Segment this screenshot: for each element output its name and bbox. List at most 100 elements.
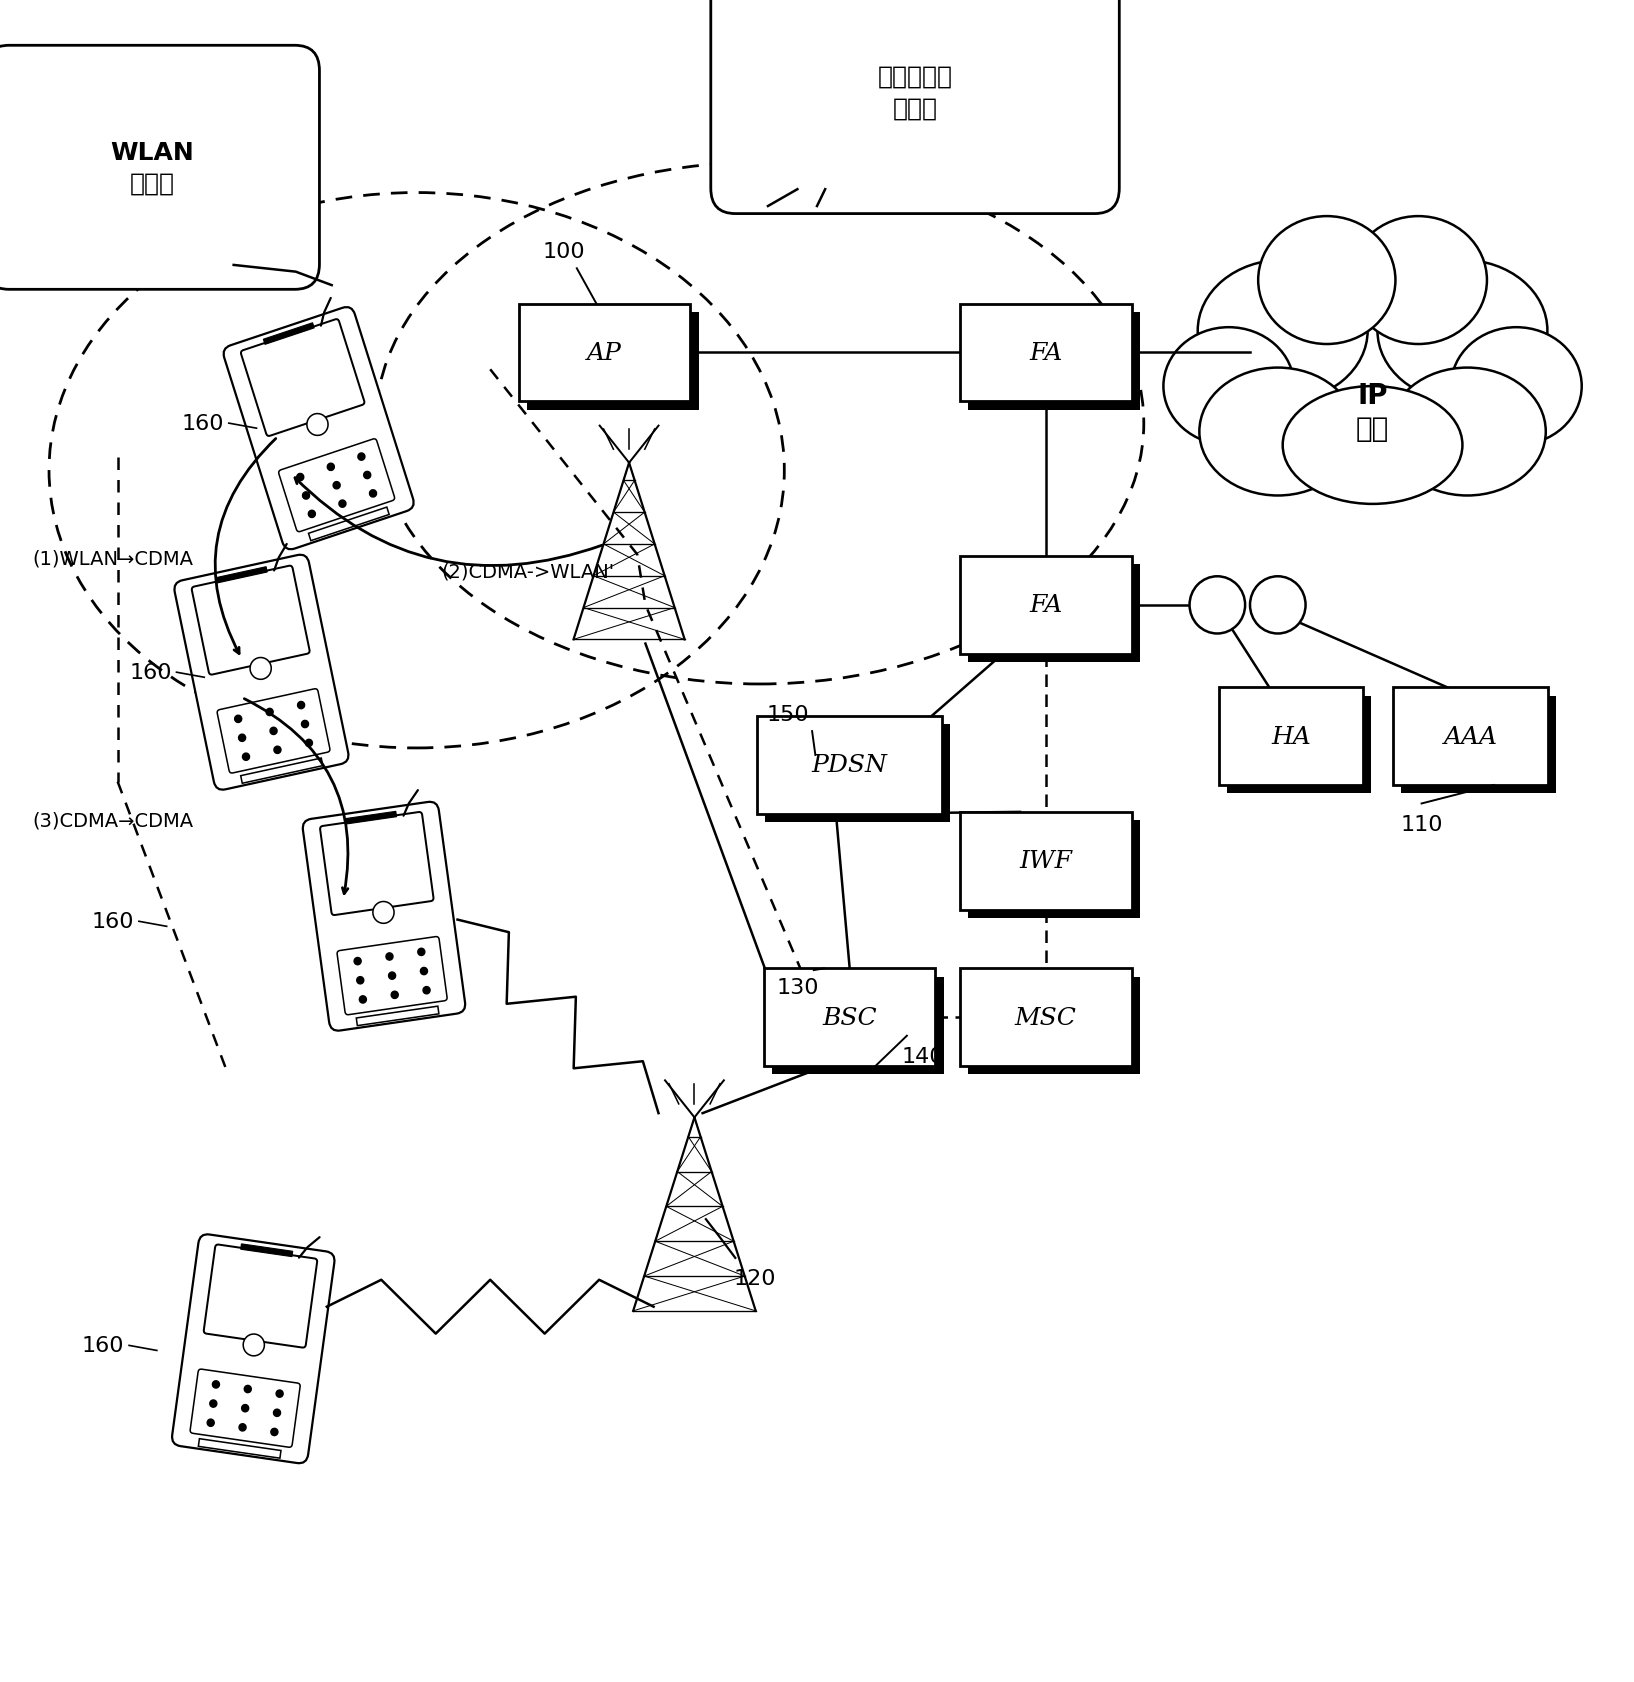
- Ellipse shape: [1283, 387, 1462, 505]
- FancyBboxPatch shape: [959, 812, 1131, 910]
- FancyBboxPatch shape: [967, 821, 1139, 918]
- Circle shape: [302, 493, 309, 500]
- FancyBboxPatch shape: [765, 725, 951, 822]
- Circle shape: [276, 1389, 283, 1398]
- Text: AP: AP: [587, 341, 623, 365]
- FancyBboxPatch shape: [279, 439, 394, 532]
- Text: 120: 120: [734, 1268, 776, 1288]
- FancyBboxPatch shape: [198, 1438, 281, 1458]
- Text: IWF: IWF: [1020, 849, 1072, 873]
- Text: AAA: AAA: [1443, 725, 1498, 748]
- Circle shape: [271, 1428, 278, 1436]
- FancyBboxPatch shape: [356, 1006, 440, 1026]
- Circle shape: [327, 464, 335, 471]
- Text: WLAN
服务区: WLAN 服务区: [109, 140, 194, 197]
- Text: 160: 160: [129, 663, 172, 683]
- FancyBboxPatch shape: [1400, 696, 1556, 794]
- Text: 150: 150: [766, 705, 809, 725]
- Text: 移动电话网
服务区: 移动电话网 服务区: [877, 64, 953, 121]
- Circle shape: [369, 491, 376, 498]
- FancyBboxPatch shape: [345, 812, 397, 824]
- Circle shape: [302, 722, 309, 728]
- Text: 130: 130: [776, 977, 819, 997]
- FancyBboxPatch shape: [190, 1369, 301, 1448]
- FancyBboxPatch shape: [320, 812, 433, 915]
- Circle shape: [309, 511, 315, 518]
- Text: 140: 140: [902, 1046, 944, 1066]
- Ellipse shape: [1199, 368, 1356, 496]
- Circle shape: [273, 1410, 281, 1416]
- Text: MSC: MSC: [1015, 1006, 1077, 1029]
- Circle shape: [242, 754, 250, 760]
- Circle shape: [355, 957, 361, 965]
- Circle shape: [420, 967, 428, 976]
- Circle shape: [373, 902, 394, 923]
- FancyBboxPatch shape: [757, 717, 943, 814]
- FancyBboxPatch shape: [337, 937, 448, 1016]
- FancyBboxPatch shape: [518, 304, 690, 402]
- Ellipse shape: [1198, 261, 1368, 402]
- Circle shape: [266, 708, 273, 717]
- Text: 110: 110: [1400, 814, 1443, 834]
- Ellipse shape: [1451, 328, 1582, 446]
- Text: 160: 160: [82, 1336, 124, 1356]
- Text: FA: FA: [1029, 341, 1062, 365]
- FancyBboxPatch shape: [172, 1235, 335, 1463]
- FancyBboxPatch shape: [309, 508, 389, 542]
- Text: (1)WLAN→CDMA: (1)WLAN→CDMA: [33, 548, 194, 569]
- Circle shape: [389, 972, 395, 979]
- Circle shape: [242, 1404, 248, 1411]
- Circle shape: [270, 728, 278, 735]
- FancyBboxPatch shape: [1219, 688, 1363, 785]
- FancyBboxPatch shape: [1227, 696, 1371, 794]
- Circle shape: [359, 996, 366, 1004]
- Circle shape: [297, 701, 304, 710]
- FancyBboxPatch shape: [263, 323, 314, 345]
- Circle shape: [250, 658, 271, 680]
- Ellipse shape: [1258, 217, 1395, 345]
- FancyBboxPatch shape: [216, 567, 268, 584]
- Circle shape: [297, 474, 304, 481]
- Text: PDSN: PDSN: [812, 754, 887, 777]
- FancyBboxPatch shape: [959, 304, 1131, 402]
- FancyBboxPatch shape: [967, 977, 1139, 1075]
- Text: BSC: BSC: [822, 1006, 877, 1029]
- Circle shape: [212, 1381, 219, 1388]
- FancyBboxPatch shape: [967, 313, 1139, 410]
- FancyBboxPatch shape: [967, 565, 1139, 663]
- Circle shape: [306, 740, 312, 747]
- Circle shape: [307, 414, 328, 436]
- Circle shape: [275, 747, 281, 754]
- Text: 100: 100: [542, 242, 585, 262]
- Circle shape: [391, 992, 399, 999]
- Ellipse shape: [1389, 368, 1546, 496]
- Circle shape: [333, 483, 340, 489]
- FancyBboxPatch shape: [204, 1245, 317, 1347]
- Ellipse shape: [1350, 217, 1487, 345]
- FancyBboxPatch shape: [302, 802, 466, 1031]
- Circle shape: [209, 1399, 217, 1408]
- FancyBboxPatch shape: [711, 0, 1119, 215]
- Text: 160: 160: [92, 912, 134, 932]
- FancyBboxPatch shape: [240, 759, 324, 784]
- Circle shape: [235, 717, 242, 723]
- Circle shape: [356, 977, 364, 984]
- Circle shape: [358, 454, 364, 461]
- Text: FA: FA: [1029, 594, 1062, 617]
- FancyBboxPatch shape: [959, 557, 1131, 654]
- Circle shape: [1190, 577, 1245, 634]
- FancyBboxPatch shape: [765, 969, 935, 1066]
- Circle shape: [423, 987, 430, 994]
- Ellipse shape: [1261, 269, 1484, 454]
- FancyBboxPatch shape: [1392, 688, 1547, 785]
- Circle shape: [243, 1334, 265, 1356]
- FancyBboxPatch shape: [526, 313, 698, 410]
- FancyBboxPatch shape: [224, 308, 413, 550]
- Circle shape: [239, 1425, 247, 1431]
- Circle shape: [208, 1420, 214, 1426]
- Circle shape: [338, 501, 346, 508]
- Circle shape: [239, 735, 245, 742]
- Text: (3)CDMA→CDMA: (3)CDMA→CDMA: [33, 811, 194, 831]
- Circle shape: [386, 954, 394, 960]
- FancyBboxPatch shape: [240, 1245, 292, 1256]
